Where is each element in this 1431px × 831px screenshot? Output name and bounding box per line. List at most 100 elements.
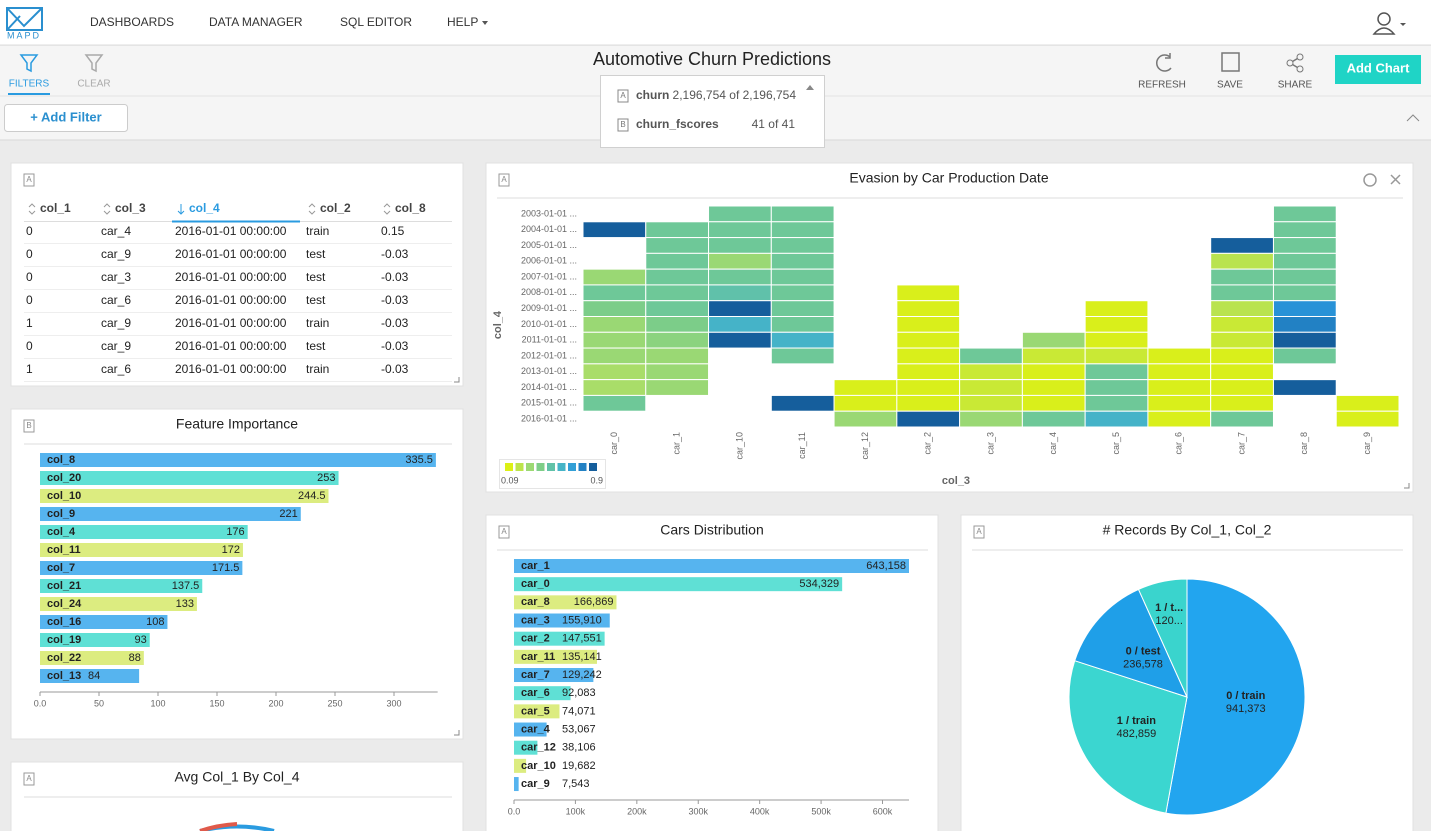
logo-text: MAPD [7,30,41,40]
table-cell: 2016-01-01 00:00:00 [175,293,287,307]
bar [40,651,144,665]
bar-category: car_9 [521,778,550,790]
add-chart-label: Add Chart [1347,60,1411,75]
heatmap-cell [770,316,835,333]
legend-swatch [515,463,524,471]
x-tick-label: car_6 [1174,432,1184,455]
y-tick-label: 2013-01-01 ... [521,366,577,376]
bar [40,561,243,575]
heatmap-cell [1021,379,1086,396]
heatmap-cell [1272,268,1337,286]
nav-item[interactable]: DASHBOARDS [90,15,174,29]
bar-category: car_10 [521,760,556,772]
bar [514,649,597,664]
heatmap-cell [1147,410,1212,428]
bar-value: 7,543 [562,778,590,790]
x-tick-label: car_12 [860,432,870,460]
heatmap-cell [1272,331,1337,349]
panel-title: Avg Col_1 By Col_4 [174,769,299,785]
heatmap-cell [833,410,898,428]
heatmap-cell [770,347,835,365]
heatmap-cell [770,268,835,286]
table-cell: 0 [26,339,33,353]
heatmap-cell [708,252,772,270]
bar [514,595,617,610]
source-badge [617,118,629,132]
caret [1400,23,1406,26]
heatmap-cell [896,379,961,396]
table-cell: car_6 [101,293,131,307]
slice-value: 482,859 [1116,728,1156,740]
heatmap-cell [582,347,647,365]
heatmap-cell [1210,300,1274,318]
x-axis-label: col_3 [942,475,970,487]
bar-category: col_21 [47,580,81,592]
bar-value: 171.5 [212,562,240,574]
heatmap-cell [645,316,710,333]
x-tick-label: 500k [811,806,831,816]
collapse-icon[interactable] [1406,114,1420,122]
nav-item[interactable]: HELP [447,15,478,29]
heatmap-cell [645,379,710,396]
heatmap-cell [1272,316,1337,333]
heatmap-cell [1272,221,1337,239]
logo[interactable]: MAPD [6,7,43,40]
clear-button[interactable]: CLEAR [77,79,110,90]
source-name: churn [636,88,669,102]
column-header: col_3 [115,201,146,215]
sort-icon [28,203,36,215]
bar-value: 244.5 [298,490,326,502]
bar-category: col_16 [47,616,81,628]
panel-badge [23,419,35,433]
add-chart-button[interactable] [1335,55,1421,84]
bar-value: 335.5 [405,454,433,466]
panel-badge-letter: A [501,175,507,184]
share-icon [1296,65,1304,73]
heatmap-cell [645,363,710,381]
filter-icon [19,54,39,73]
heatmap-cell [1272,237,1337,254]
heatmap-cell [959,347,1023,365]
table-cell: car_9 [101,339,131,353]
share-button[interactable]: SHARE [1278,80,1313,91]
heatmap-cell [645,252,710,270]
table-cell: train [306,316,329,330]
heatmap-cell [1147,347,1212,365]
heatmap-cell [645,268,710,286]
heatmap-cell [1084,363,1149,381]
bar-value: 155,910 [562,614,602,626]
table-cell: test [306,293,326,307]
x-tick-label: 0.0 [34,698,47,708]
heatmap-cell [1084,379,1149,396]
heatmap-cell [833,394,898,412]
table-cell: 0 [26,293,33,307]
heatmap-cell [708,221,772,239]
table-cell: car_6 [101,362,131,376]
source-badge-letter: A [620,91,626,100]
heatmap-cell [896,284,961,302]
column-header: col_2 [320,201,351,215]
filters-button[interactable]: FILTERS [9,79,50,90]
user-menu[interactable] [1372,12,1406,35]
save-button[interactable]: SAVE [1217,80,1243,91]
heatmap-cell [645,331,710,349]
legend-max: 0.9 [590,475,603,485]
bar [40,579,203,593]
nav-item[interactable]: DATA MANAGER [209,15,303,29]
y-tick-label: 2003-01-01 ... [521,208,577,218]
legend-swatch [505,463,513,471]
add-filter-button[interactable] [4,104,128,132]
bar-category: col_10 [47,490,81,502]
table-cell: 0 [26,224,33,238]
nav-item[interactable]: SQL EDITOR [340,15,412,29]
bar-category: col_4 [47,526,76,538]
x-tick-label: car_3 [985,432,995,455]
user-icon [1377,12,1391,26]
bar-value: 53,067 [562,723,596,735]
table-cell: -0.03 [381,247,409,261]
refresh-button[interactable]: REFRESH [1138,80,1186,91]
heatmap-cell [645,284,710,302]
y-axis-label: col_4 [492,310,504,339]
x-tick-label: 200k [627,806,647,816]
